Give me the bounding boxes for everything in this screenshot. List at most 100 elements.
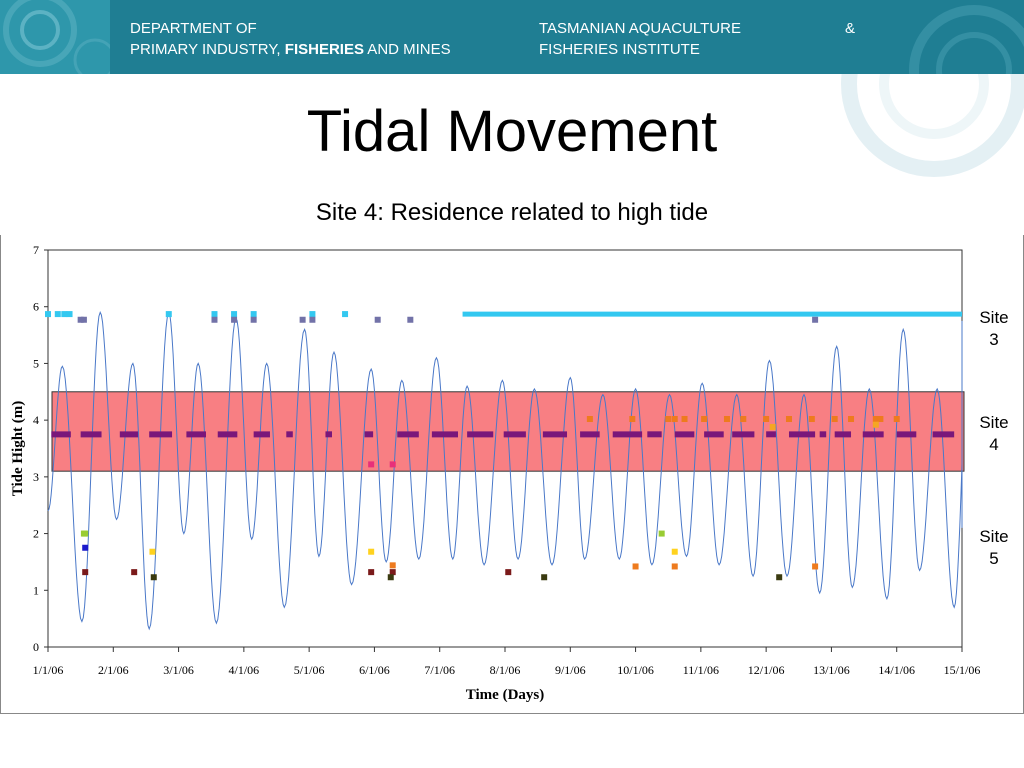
x-axis-title: Time (Days) <box>466 687 544 703</box>
y-tick-label: 6 <box>33 300 39 314</box>
y-tick-label: 1 <box>33 583 39 597</box>
header-decoration <box>0 0 117 74</box>
site-5-point <box>812 563 819 570</box>
site-5-point <box>131 569 138 576</box>
institute-line-1: TASMANIAN AQUACULTURE <box>539 20 741 37</box>
site-5-point <box>776 574 783 581</box>
site-4-orange-point <box>877 416 884 423</box>
site-4-extra-point <box>389 461 396 468</box>
x-tick-label: 8/1/06 <box>490 663 521 677</box>
site-4-extra-point <box>769 423 776 430</box>
institute-ampersand: & <box>845 20 856 37</box>
site-4-orange-point <box>848 416 855 423</box>
site-label-word: Site <box>979 413 1009 433</box>
site-4-extra-point <box>368 461 375 468</box>
site-4-orange-point <box>872 416 879 423</box>
site-4-orange-point <box>629 416 636 423</box>
site-4-orange-point <box>665 416 672 423</box>
site-3-purple-point <box>299 316 306 323</box>
site-3-presence-point <box>61 311 68 318</box>
site-3-purple-point <box>309 316 316 323</box>
department-line-2-a: PRIMARY INDUSTRY, <box>130 41 285 58</box>
site-4-orange-point <box>808 416 815 423</box>
site-label-number: 4 <box>989 435 999 455</box>
site-5-point <box>368 548 375 555</box>
y-tick-label: 0 <box>33 640 39 654</box>
site-5-point <box>658 530 665 537</box>
site-5-point <box>671 563 678 570</box>
slide-title: Tidal Movement <box>306 99 718 164</box>
site-3-presence-point <box>309 311 316 318</box>
x-tick-label: 15/1/06 <box>944 663 981 677</box>
y-tick-label: 2 <box>33 527 39 541</box>
site-4-orange-point <box>740 416 747 423</box>
site-5-point <box>368 569 375 576</box>
site-label: Site 5 <box>972 526 1016 570</box>
department-line-2-c: AND MINES <box>363 41 451 58</box>
tide-line <box>47 310 963 631</box>
site-5-point <box>389 562 396 569</box>
site-3-presence-point <box>54 311 61 318</box>
site-4-orange-point <box>763 416 770 423</box>
site-label-word: Site <box>979 308 1009 328</box>
site-3-purple-point <box>407 316 414 323</box>
x-tick-label: 6/1/06 <box>359 663 390 677</box>
site-3-purple-point <box>374 316 381 323</box>
site-3-presence-point <box>66 311 73 318</box>
site-3-presence-point <box>250 311 257 318</box>
site-5-point <box>389 569 396 576</box>
y-tick-label: 5 <box>33 356 39 370</box>
x-tick-label: 5/1/06 <box>294 663 325 677</box>
y-axis-title: Tide Hight (m) <box>10 401 26 497</box>
department-line-2-bold: FISHERIES <box>284 41 364 58</box>
site-3-presence-point <box>231 311 238 318</box>
site-3-purple-point <box>812 316 819 323</box>
x-tick-label: 4/1/06 <box>229 663 260 677</box>
x-tick-label: 1/1/06 <box>33 663 64 677</box>
x-tick-label: 13/1/06 <box>813 663 850 677</box>
site-3-presence-point <box>211 311 218 318</box>
x-tick-label: 3/1/06 <box>163 663 194 677</box>
site-3-presence-point <box>165 311 172 318</box>
site-5-point <box>150 574 157 581</box>
site-3-purple-point <box>211 316 218 323</box>
tide-chart: 0 1 2 3 4 5 6 7 1/1/06 2/1/06 3/1/06 4/1/06 5/1/06 6/… <box>10 243 981 703</box>
site-label-word: Site <box>979 526 1009 546</box>
site-5-point <box>632 563 639 570</box>
site-5-point <box>82 530 89 537</box>
x-tick-label: 14/1/06 <box>878 663 915 677</box>
y-tick-label: 4 <box>33 413 39 427</box>
site-4-orange-point <box>586 416 593 423</box>
site-5-point <box>149 548 156 555</box>
site-3-purple-point <box>231 316 238 323</box>
site-3-presence-point <box>45 311 51 318</box>
site-4-orange-point <box>723 416 730 423</box>
y-tick-label: 3 <box>33 470 39 484</box>
site-4-orange-point <box>893 416 900 423</box>
site-5-point <box>541 574 548 581</box>
department-line-2: PRIMARY INDUSTRY, FISHERIES AND MINES <box>130 40 451 60</box>
site-label: Site 4 <box>972 412 1016 456</box>
x-tick-label: 10/1/06 <box>617 663 654 677</box>
chart-title: Site 4: Residence related to high tide <box>315 199 709 226</box>
site-5-point <box>387 574 394 581</box>
site-4-orange-point <box>831 416 838 423</box>
site-label-number: 3 <box>989 330 999 350</box>
site-label-number: 5 <box>989 548 999 568</box>
institute-line-2: FISHERIES INSTITUTE <box>539 41 700 58</box>
site-3-purple-point <box>250 316 257 323</box>
department-line-1: DEPARTMENT OF <box>130 20 257 37</box>
site-4-orange-point <box>785 416 792 423</box>
x-tick-label: 7/1/06 <box>424 663 455 677</box>
site-5-point <box>82 544 89 551</box>
site-4-orange-point <box>681 416 688 423</box>
site-5-point <box>82 569 89 576</box>
x-tick-label: 11/1/06 <box>683 663 719 677</box>
site-4-extra-point <box>872 421 879 428</box>
header-right-decoration <box>854 0 1024 74</box>
x-tick-label: 9/1/06 <box>555 663 586 677</box>
site-5-point <box>671 548 678 555</box>
site-4-orange-point <box>671 416 678 423</box>
y-tick-label: 7 <box>33 243 39 257</box>
header-banner: DEPARTMENT OF PRIMARY INDUSTRY, FISHERIE… <box>0 0 1024 74</box>
